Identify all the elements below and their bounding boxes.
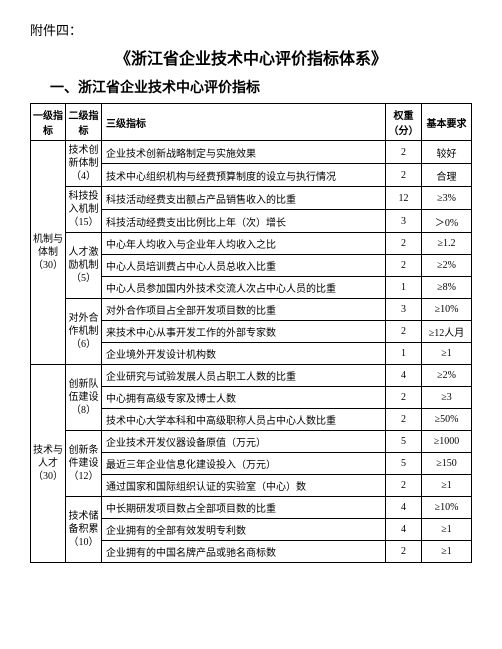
- weight-cell: 2: [386, 255, 422, 277]
- level3-cell: 中心年人均收入与企业年人均收入之比: [102, 233, 386, 255]
- weight-cell: 2: [386, 387, 422, 409]
- level3-cell: 技术中心大学本科和中高级职称人员占中心人数比重: [102, 409, 386, 431]
- level2-cell: 技术创新体制（4）: [66, 141, 102, 187]
- level3-cell: 科技活动经费支出额占产品销售收入的比重: [102, 187, 386, 210]
- section-title: 一、浙江省企业技术中心评价指标: [30, 77, 472, 97]
- weight-cell: 2: [386, 409, 422, 431]
- requirement-cell: ≥1: [422, 519, 472, 541]
- header-level3: 三级指标: [102, 104, 386, 141]
- requirement-cell: ≥8%: [422, 277, 472, 299]
- requirement-cell: ≥1: [422, 475, 472, 497]
- table-row: 人才激励机制（5）中心年人均收入与企业年人均收入之比2≥1.2: [31, 233, 472, 255]
- header-level1: 一级指标: [31, 104, 66, 141]
- weight-cell: 2: [386, 233, 422, 255]
- level2-cell: 科技投入机制（15）: [66, 187, 102, 233]
- level3-cell: 企业技术创新战略制定与实施效果: [102, 141, 386, 164]
- level2-cell: 技术储备积累（10）: [66, 497, 102, 563]
- header-weight: 权重（分）: [386, 104, 422, 141]
- weight-cell: 5: [386, 431, 422, 453]
- table-row: 机制与体制（30）技术创新体制（4）企业技术创新战略制定与实施效果2较好: [31, 141, 472, 164]
- requirement-cell: ≥10%: [422, 299, 472, 321]
- table-row: 对外合作机制（6）对外合作项目占全部开发项目数的比重3≥10%: [31, 299, 472, 321]
- level3-cell: 对外合作项目占全部开发项目数的比重: [102, 299, 386, 321]
- table-row: 技术与人才（30）创新队伍建设（8）企业研究与试验发展人员占职工人数的比重4≥2…: [31, 365, 472, 387]
- indicator-table: 一级指标 二级指标 三级指标 权重（分） 基本要求 机制与体制（30）技术创新体…: [30, 103, 472, 563]
- weight-cell: 3: [386, 210, 422, 233]
- header-requirement: 基本要求: [422, 104, 472, 141]
- level3-cell: 企业拥有的全部有效发明专利数: [102, 519, 386, 541]
- weight-cell: 2: [386, 164, 422, 187]
- requirement-cell: ≥2%: [422, 255, 472, 277]
- level3-cell: 来技术中心从事开发工作的外部专家数: [102, 321, 386, 343]
- requirement-cell: ≥150: [422, 453, 472, 475]
- requirement-cell: ≥3: [422, 387, 472, 409]
- level3-cell: 通过国家和国际组织认证的实验室（中心）数: [102, 475, 386, 497]
- table-row: 科技投入机制（15）科技活动经费支出额占产品销售收入的比重12≥3%: [31, 187, 472, 210]
- level3-cell: 企业研究与试验发展人员占职工人数的比重: [102, 365, 386, 387]
- level3-cell: 科技活动经费支出比例比上年（次）增长: [102, 210, 386, 233]
- level3-cell: 中心拥有高级专家及博士人数: [102, 387, 386, 409]
- level3-cell: 企业拥有的中国名牌产品或驰名商标数: [102, 541, 386, 563]
- requirement-cell: ≥1.2: [422, 233, 472, 255]
- table-row: 技术储备积累（10）中长期研发项目数占全部项目数的比重4≥10%: [31, 497, 472, 519]
- doc-title: 《浙江省企业技术中心评价指标体系》: [30, 45, 472, 69]
- header-level2: 二级指标: [66, 104, 102, 141]
- level2-cell: 创新队伍建设（8）: [66, 365, 102, 431]
- weight-cell: 1: [386, 343, 422, 365]
- requirement-cell: ≥1000: [422, 431, 472, 453]
- requirement-cell: ≥1: [422, 343, 472, 365]
- attach-label: 附件四：: [30, 20, 472, 39]
- level3-cell: 最近三年企业信息化建设投入（万元）: [102, 453, 386, 475]
- requirement-cell: 较好: [422, 141, 472, 164]
- requirement-cell: ≥50%: [422, 409, 472, 431]
- level3-cell: 企业技术开发仪器设备原值（万元）: [102, 431, 386, 453]
- level3-cell: 中长期研发项目数占全部项目数的比重: [102, 497, 386, 519]
- weight-cell: 2: [386, 321, 422, 343]
- weight-cell: 3: [386, 299, 422, 321]
- level3-cell: 中心人员参加国内外技术交流人次占中心人员的比重: [102, 277, 386, 299]
- level2-cell: 人才激励机制（5）: [66, 233, 102, 299]
- weight-cell: 2: [386, 541, 422, 563]
- level1-cell: 技术与人才（30）: [31, 365, 66, 563]
- level3-cell: 技术中心组织机构与经费预算制度的设立与执行情况: [102, 164, 386, 187]
- requirement-cell: ≥3%: [422, 187, 472, 210]
- weight-cell: 2: [386, 141, 422, 164]
- weight-cell: 4: [386, 519, 422, 541]
- weight-cell: 4: [386, 497, 422, 519]
- requirement-cell: ≥12人月: [422, 321, 472, 343]
- requirement-cell: 合理: [422, 164, 472, 187]
- requirement-cell: ≥10%: [422, 497, 472, 519]
- level2-cell: 对外合作机制（6）: [66, 299, 102, 365]
- weight-cell: 12: [386, 187, 422, 210]
- weight-cell: 5: [386, 453, 422, 475]
- level3-cell: 中心人员培训费占中心人员总收入比重: [102, 255, 386, 277]
- weight-cell: 1: [386, 277, 422, 299]
- level1-cell: 机制与体制（30）: [31, 141, 66, 365]
- level3-cell: 企业境外开发设计机构数: [102, 343, 386, 365]
- table-row: 创新条件建设（12）企业技术开发仪器设备原值（万元）5≥1000: [31, 431, 472, 453]
- weight-cell: 2: [386, 475, 422, 497]
- requirement-cell: ≥2%: [422, 365, 472, 387]
- requirement-cell: ≥1: [422, 541, 472, 563]
- weight-cell: 4: [386, 365, 422, 387]
- requirement-cell: ＞0%: [422, 210, 472, 233]
- level2-cell: 创新条件建设（12）: [66, 431, 102, 497]
